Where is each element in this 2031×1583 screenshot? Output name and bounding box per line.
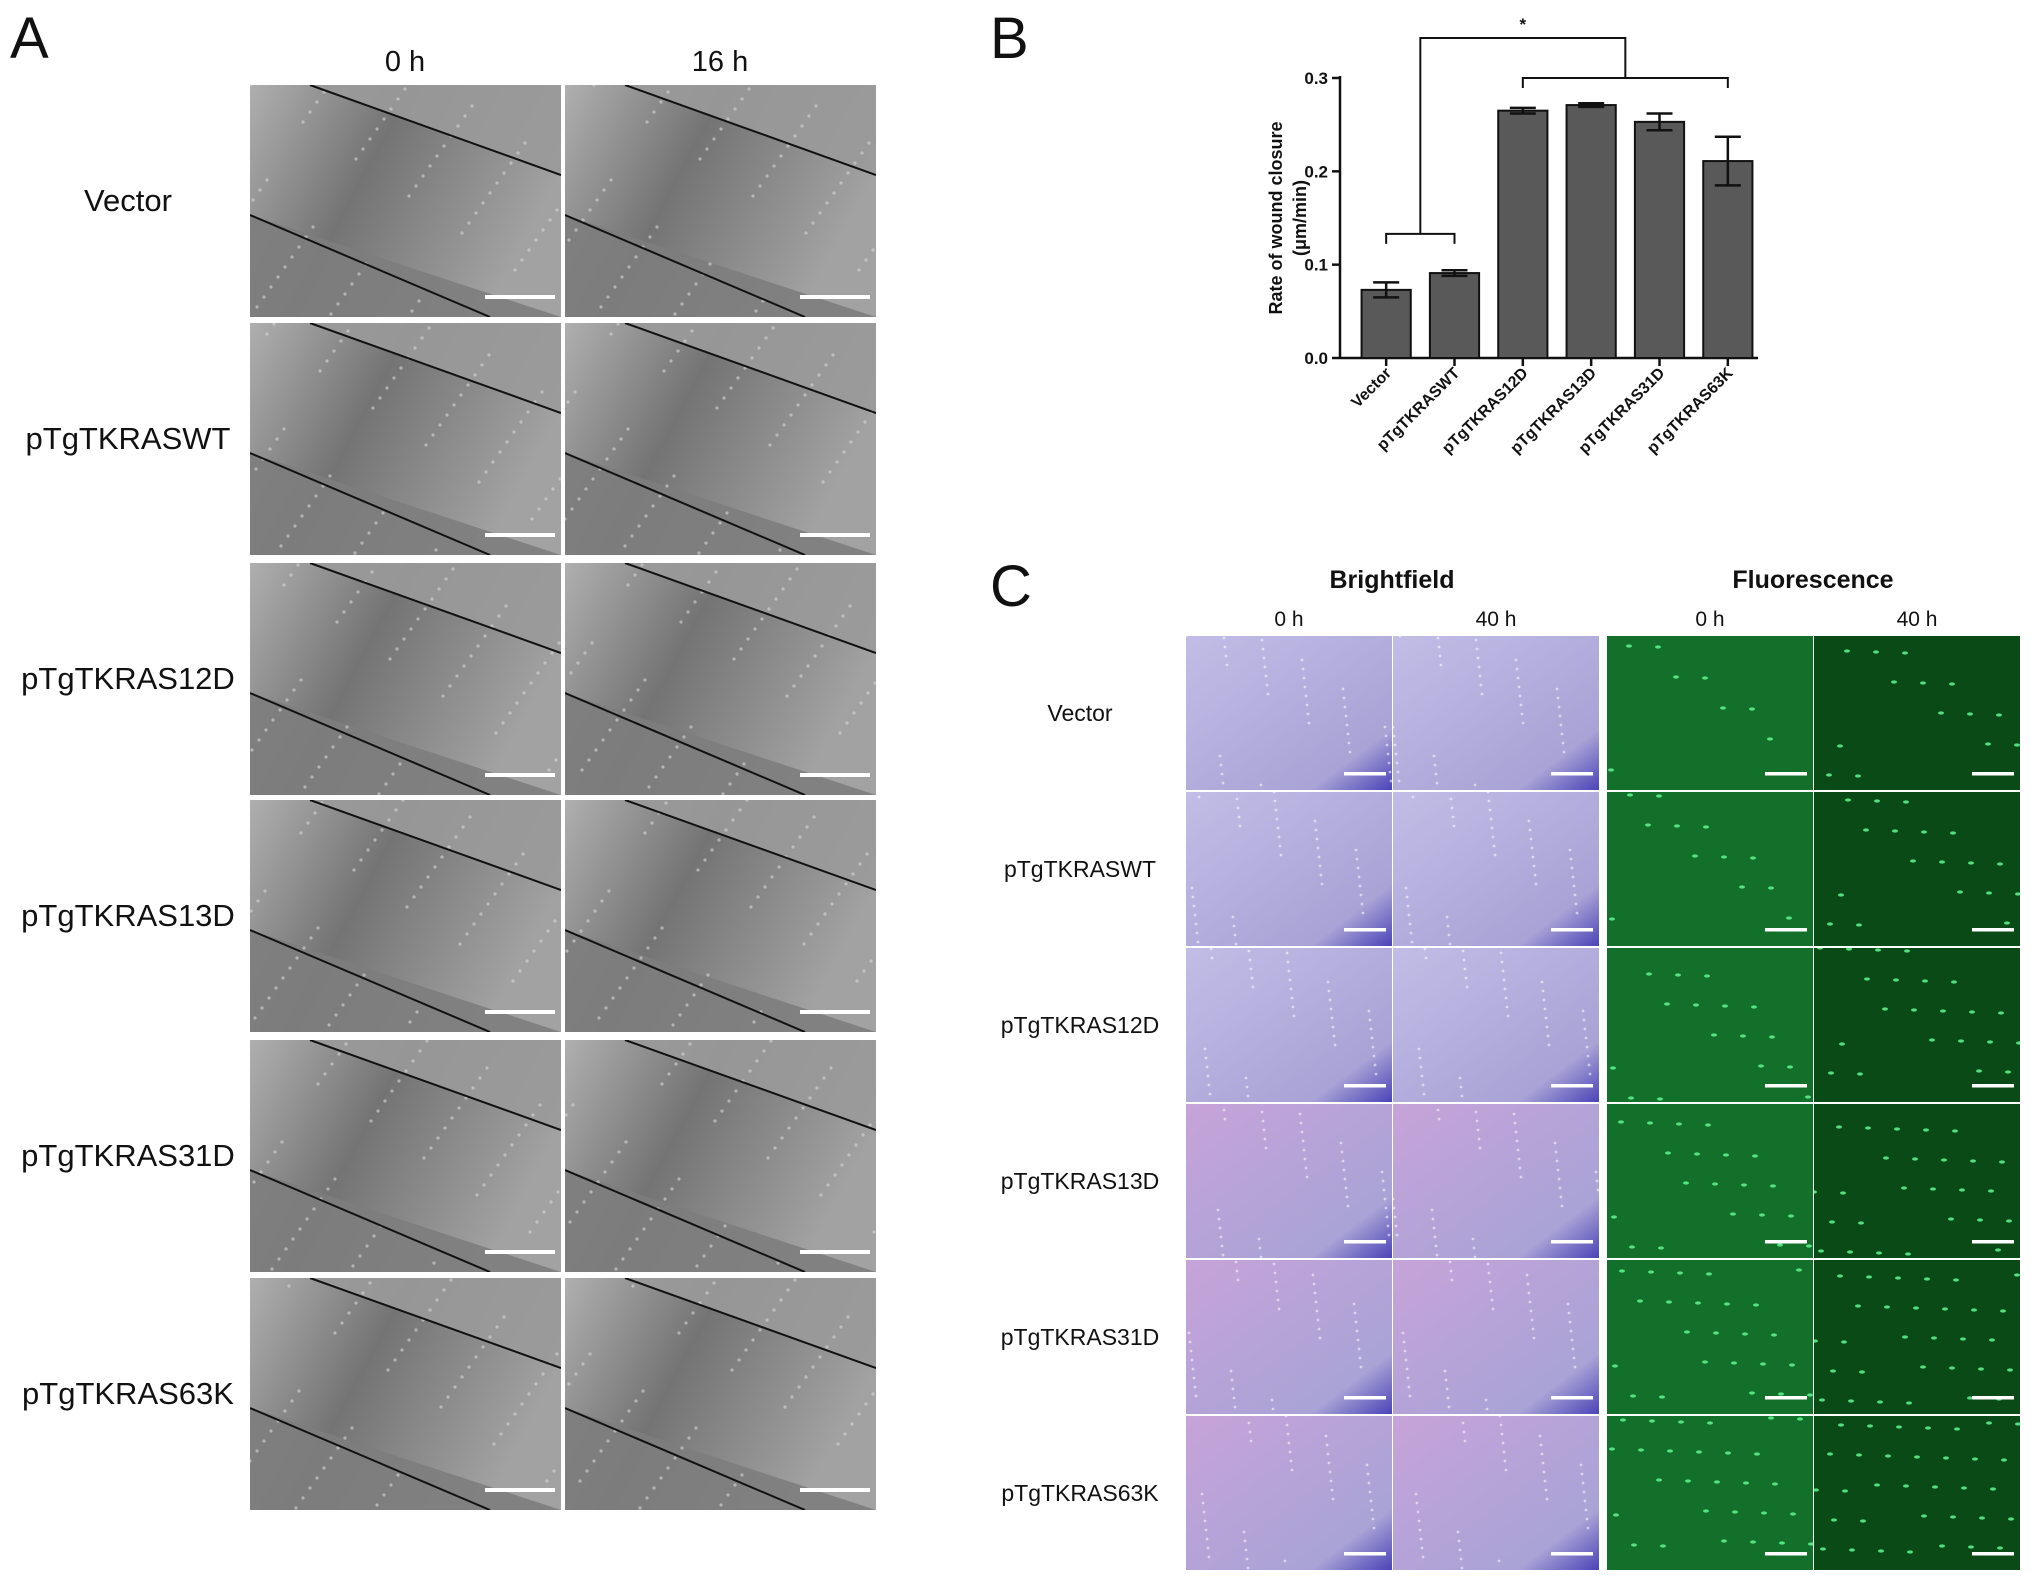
panel-c-fluorescence-image — [1814, 1416, 2020, 1570]
panel-c-fluorescence-image — [1607, 1260, 1813, 1414]
error-bar — [1441, 269, 1468, 278]
panel-c-fluorescence-image — [1607, 1416, 1813, 1570]
panel-c-fluorescence-image — [1814, 636, 2020, 790]
panel-c-col-bf-0h: 0 h — [1274, 608, 1304, 631]
panel-a-letter: A — [10, 6, 49, 71]
y-tick-label: 0.2 — [1304, 162, 1328, 181]
panel-a-row-label: pTgTKRAS31D — [21, 1138, 235, 1173]
panel-c-brightfield-image — [1186, 1104, 1392, 1258]
panel-c-row-label: pTgTKRASWT — [1003, 856, 1157, 882]
panel-c-fluorescence-image — [1607, 792, 1813, 946]
x-tick-label: Vector — [1348, 365, 1395, 412]
panel-c-brightfield-image — [1393, 1260, 1599, 1414]
panel-a-col-label-0h: 0 h — [384, 46, 426, 78]
panel-c-fluorescence-image — [1607, 948, 1813, 1102]
panel-c-brightfield-image — [1393, 948, 1599, 1102]
significance-label: * — [1520, 15, 1527, 34]
y-tick-label: 0.3 — [1304, 69, 1328, 88]
y-axis-label: Rate of wound closure (μm/min) — [1266, 121, 1310, 314]
panel-a-row-label: pTgTKRAS63K — [22, 1376, 234, 1411]
panel-c-brightfield-image — [1186, 1260, 1392, 1414]
panel-c-fluorescence-image — [1607, 636, 1813, 790]
error-bar — [1714, 135, 1741, 187]
y-tick-label: 0.1 — [1304, 256, 1328, 275]
y-tick-label: 0.0 — [1304, 349, 1328, 368]
panel-a-micrograph — [565, 563, 876, 795]
panel-c-brightfield-image — [1393, 792, 1599, 946]
panel-a-row-label: pTgTKRAS12D — [21, 661, 235, 696]
panel-a-micrograph — [565, 800, 876, 1032]
panel-a-row-label: Vector — [84, 183, 172, 218]
panel-b-letter: B — [990, 6, 1029, 71]
panel-a-col-label-16h: 16 h — [691, 46, 749, 78]
panel-a-micrograph — [250, 323, 561, 555]
error-bar — [1646, 112, 1673, 132]
panel-c-fluorescence-image — [1814, 1104, 2020, 1258]
panel-c-fluorescence-image — [1814, 792, 2020, 946]
panel-a-micrograph — [250, 1040, 561, 1272]
error-bar — [1373, 281, 1400, 299]
panel-c-brightfield-image — [1393, 636, 1599, 790]
significance-bracket — [1385, 37, 1729, 244]
panel-a-micrograph — [250, 1278, 561, 1510]
panel-a-micrograph — [565, 85, 876, 317]
panel-a-row-label: pTgTKRAS13D — [21, 898, 235, 933]
panel-c-row-label: pTgTKRAS63K — [1001, 1480, 1159, 1506]
panel-c-row-label: pTgTKRAS12D — [1000, 1012, 1160, 1038]
panel-c-fluorescence-image — [1607, 1104, 1813, 1258]
panel-c-brightfield-image — [1186, 792, 1392, 946]
panel-c-brightfield-image — [1186, 636, 1392, 790]
bar — [1428, 272, 1481, 360]
bar — [1633, 120, 1686, 359]
panel-a-row-label: pTgTKRASWT — [25, 421, 231, 456]
panel-c-col-bf-40h: 40 h — [1475, 608, 1517, 631]
panel-a-micrograph — [250, 800, 561, 1032]
panel-c-letter: C — [990, 554, 1032, 619]
panel-c-row-label: pTgTKRAS13D — [1000, 1168, 1160, 1194]
panel-c-fluorescence-image — [1814, 1260, 2020, 1414]
panel-c-brightfield-image — [1186, 948, 1392, 1102]
panel-a-micrograph — [565, 323, 876, 555]
panel-c-brightfield-image — [1393, 1416, 1599, 1570]
panel-c-fluorescence-image — [1814, 948, 2020, 1102]
panel-c-col-fl-40h: 40 h — [1896, 608, 1938, 631]
bar — [1702, 160, 1754, 359]
panel-c-brightfield-image — [1393, 1104, 1599, 1258]
bar — [1360, 288, 1412, 359]
panel-c-col-fl-0h: 0 h — [1695, 608, 1725, 631]
panel-c-row-label: Vector — [1047, 700, 1113, 726]
panel-c-brightfield-image — [1186, 1416, 1392, 1570]
bar — [1565, 104, 1617, 359]
error-bar — [1509, 106, 1536, 115]
bar — [1497, 109, 1549, 359]
panel-a-micrograph — [565, 1278, 876, 1510]
panel-c-group-fluorescence: Fluorescence — [1732, 566, 1894, 594]
panel-a-micrograph — [250, 85, 561, 317]
panel-a-micrograph — [565, 1040, 876, 1272]
panel-c-group-brightfield: Brightfield — [1329, 566, 1455, 594]
panel-a-micrograph — [250, 563, 561, 795]
error-bar — [1578, 101, 1605, 109]
panel-c-row-label: pTgTKRAS31D — [1000, 1324, 1160, 1350]
panel-b-bar-chart: 0.0 0.1 0.2 0.3 Rate of wound closure (μm/min… — [1266, 15, 1758, 457]
